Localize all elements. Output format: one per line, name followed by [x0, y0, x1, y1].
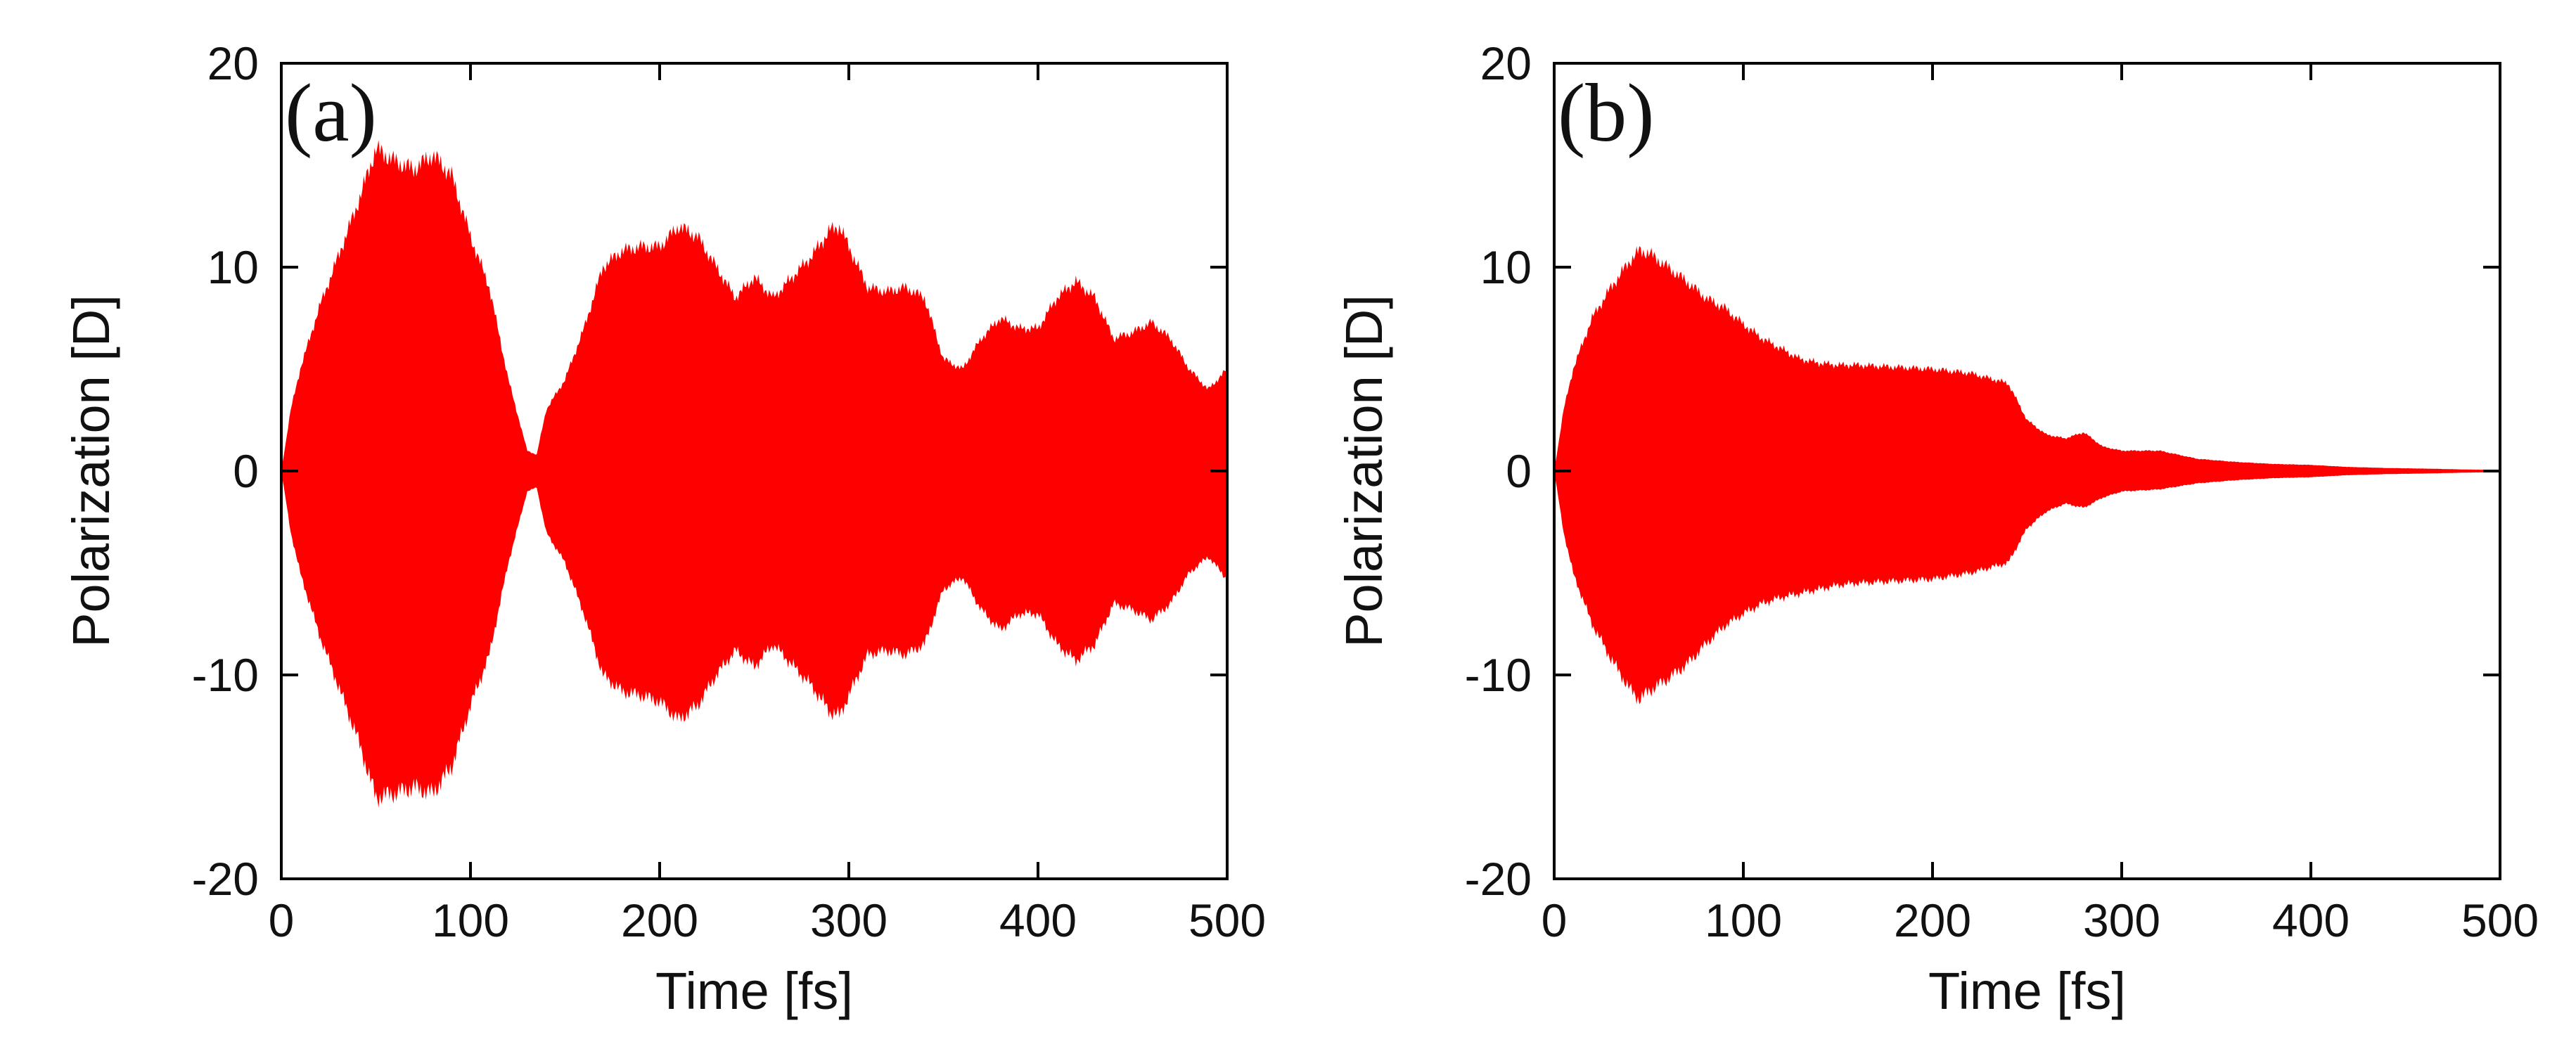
series-0-envelope	[1554, 246, 2500, 704]
x-tick-label: 0	[1542, 894, 1568, 946]
y-tick-label: 20	[207, 37, 259, 89]
y-tick-label: 10	[207, 241, 259, 293]
y-axis-label: Polarization [D]	[62, 295, 120, 648]
panel-a: 0 100 200 300 400 500 -20 -10 0 10 20 Time [fs] Pola…	[62, 37, 1266, 1020]
series-0-envelope	[281, 140, 1227, 808]
x-tick-label: 200	[1894, 894, 1971, 946]
y-tick-label: 10	[1480, 241, 1532, 293]
x-tick-label: 0	[269, 894, 295, 946]
y-axis-label: Polarization [D]	[1335, 295, 1393, 648]
x-tick-label: 500	[2461, 894, 2539, 946]
x-tick-label: 300	[2083, 894, 2160, 946]
x-tick-label: 300	[810, 894, 887, 946]
y-tick-label: -20	[1465, 853, 1532, 905]
y-tick-label: 20	[1480, 37, 1532, 89]
x-axis-label: Time [fs]	[655, 962, 853, 1020]
panel-label: (b)	[1558, 67, 1655, 159]
x-axis-label: Time [fs]	[1928, 962, 2126, 1020]
x-tick-label: 500	[1188, 894, 1266, 946]
y-tick-label: -10	[1465, 649, 1532, 701]
x-tick-label: 100	[1705, 894, 1782, 946]
x-tick-label: 400	[2272, 894, 2350, 946]
y-tick-label: 0	[1506, 445, 1532, 497]
panel-label: (a)	[285, 67, 377, 159]
panel-b: 0 100 200 300 400 500 -20 -10 0 10 20 Time [fs] Pola…	[1335, 37, 2539, 1020]
y-tick-label: -10	[192, 649, 259, 701]
y-tick-label: 0	[233, 445, 259, 497]
y-tick-label: -20	[192, 853, 259, 905]
x-tick-label: 100	[432, 894, 509, 946]
x-tick-label: 400	[999, 894, 1077, 946]
x-tick-label: 200	[621, 894, 698, 946]
